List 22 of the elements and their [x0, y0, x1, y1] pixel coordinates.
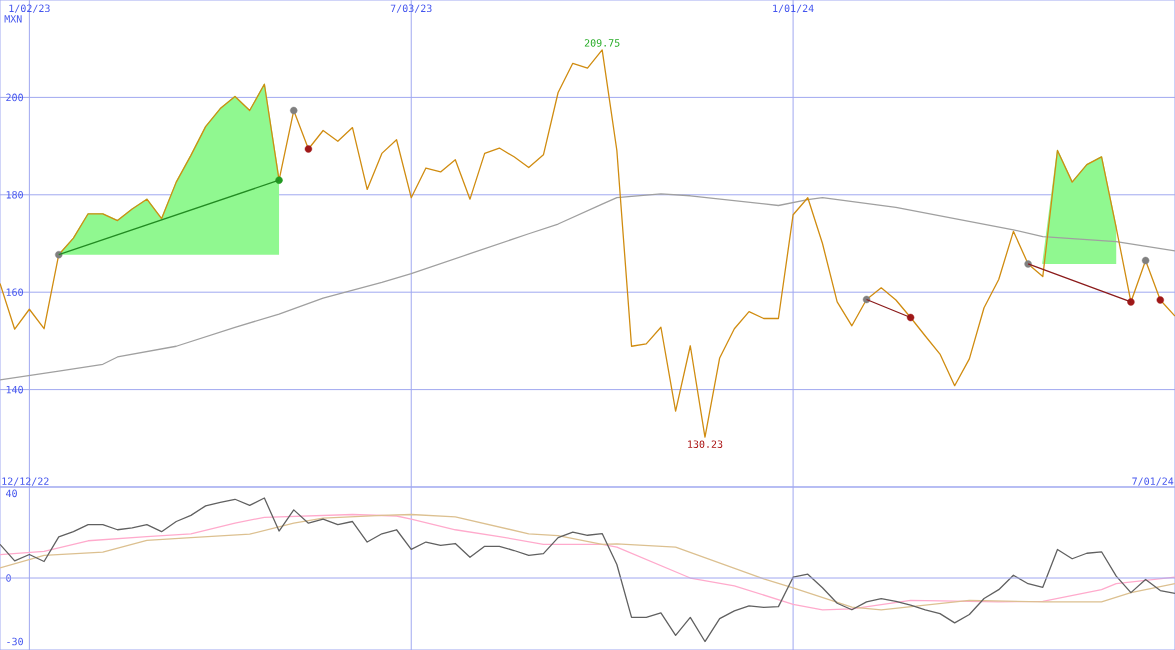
y-tick-label: -30 [7, 637, 23, 646]
y-tick-label: 140 [6, 385, 23, 394]
point [1141, 256, 1150, 265]
y-tick-label: 0 [6, 574, 11, 582]
annotation: 12/12/22 [2, 477, 49, 486]
annotation: 130.23 [688, 440, 723, 448]
line-series [0, 193, 1175, 381]
y-tick-label: 180 [6, 191, 23, 199]
y-tick-label: 200 [6, 93, 23, 102]
x-tick-label: 1/01/24 [773, 4, 814, 13]
annotation: 209.75 [584, 39, 620, 47]
x-tick-label: 7/03/23 [390, 4, 432, 13]
line-series [0, 49, 1175, 438]
point [290, 106, 298, 115]
point [1156, 296, 1164, 304]
x-tick-label: 1/02/23 [9, 4, 50, 13]
line-series [0, 513, 1175, 611]
y-tick-label: 160 [6, 288, 23, 296]
y-axis-title: MXN [4, 15, 22, 23]
annotation: 7/01/24 [1132, 477, 1174, 486]
y-tick-label: 40 [6, 489, 17, 498]
point [304, 145, 313, 153]
